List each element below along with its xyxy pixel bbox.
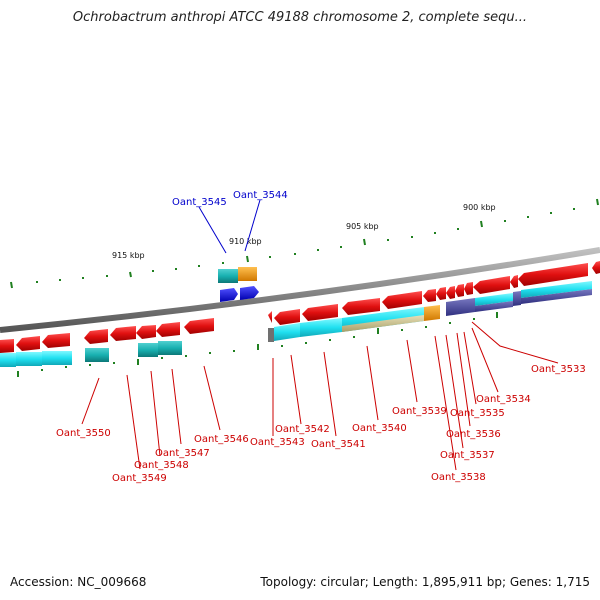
gene-label-blue: Oant_3545 [172,197,227,208]
chromosome-backbone [0,247,600,333]
gene-label: Oant_3540 [352,423,407,434]
kbp-label-900: 900 kbp [463,203,496,212]
gene-label: Oant_3537 [440,450,495,461]
outer-tick-ring [10,198,599,289]
gene-label: Oant_3542 [275,424,330,435]
gene-label: Oant_3535 [450,408,505,419]
gene-label: Oant_3547 [155,448,210,459]
callout-lines-red [81,321,559,471]
gene-label: Oant_3541 [311,439,366,450]
topology-stats: Topology: circular; Length: 1,895,911 bp… [260,575,590,589]
gene-label: Oant_3536 [446,429,501,440]
inner-tick-ring [17,312,498,377]
forward-genes [218,267,259,302]
gene-label: Oant_3539 [392,406,447,417]
gene-blue-3545 [220,288,238,302]
cds-band [0,281,592,367]
gene-label: Oant_3546 [194,434,249,445]
gene-label: Oant_3534 [476,394,531,405]
gene-arrows-row [0,261,600,353]
gene-label: Oant_3533 [531,364,586,375]
gene-label: Oant_3550 [56,428,111,439]
kbp-label-905: 905 kbp [346,222,379,231]
gene-cds-orange [238,267,257,281]
callout-lines-blue [198,199,261,254]
gene-label: Oant_3549 [112,473,167,484]
accession-text: Accession: NC_009668 [10,575,147,589]
gene-label-blue: Oant_3544 [233,190,288,201]
gene-cds-teal [218,269,238,283]
kbp-label-910: 910 kbp [229,237,262,246]
kbp-label-915: 915 kbp [112,251,145,260]
gene-label: Oant_3538 [431,472,486,483]
gene-label: Oant_3548 [134,460,189,471]
gene-label: Oant_3543 [250,437,305,448]
page-title: Ochrobactrum anthropi ATCC 49188 chromos… [72,10,528,25]
gene-blue-3544 [240,286,259,300]
